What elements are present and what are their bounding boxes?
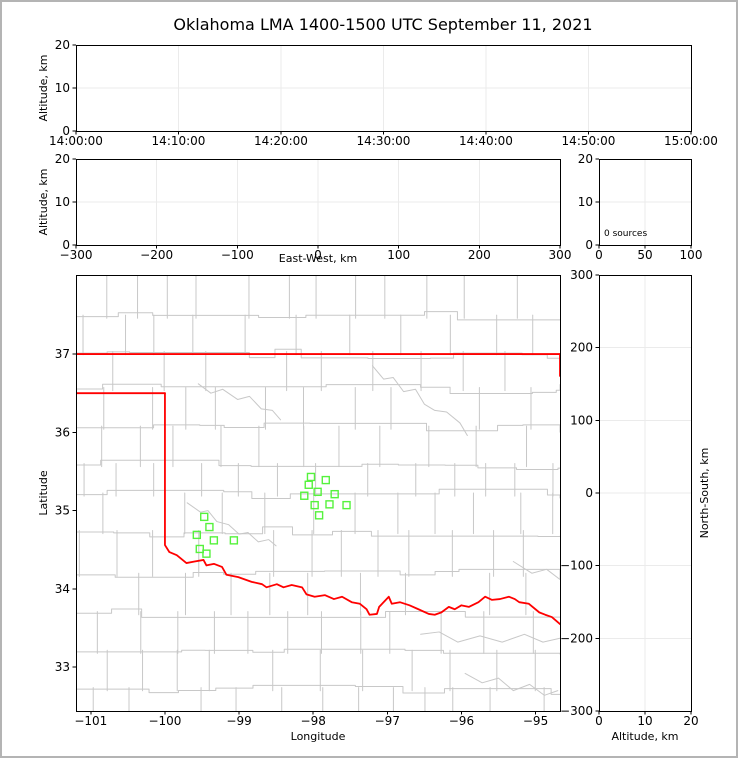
svg-text:20: 20 bbox=[683, 714, 698, 728]
svg-text:37: 37 bbox=[55, 347, 70, 361]
ylabel-latitude: Latitude bbox=[37, 470, 50, 516]
svg-text:10: 10 bbox=[578, 195, 593, 209]
ylabel-altitude-time-panel: Altitude, km bbox=[37, 54, 50, 121]
svg-text:−100: −100 bbox=[560, 559, 593, 573]
axis-ticks: 0 50 100 0 10 20 bbox=[578, 152, 703, 262]
svg-text:20: 20 bbox=[578, 152, 593, 166]
svg-text:−300: −300 bbox=[60, 248, 93, 262]
svg-text:0: 0 bbox=[314, 248, 322, 262]
source-marker bbox=[195, 544, 204, 554]
axis-ticks: 14:00:00 14:10:00 14:20:00 14:30:00 14:40:00… bbox=[49, 38, 718, 148]
gridlines bbox=[76, 45, 691, 131]
source-marker bbox=[202, 549, 211, 558]
gridlines bbox=[599, 159, 691, 245]
panel-altitude-histogram: 0 50 100 0 10 20 bbox=[578, 152, 703, 262]
source-marker bbox=[306, 472, 316, 482]
svg-text:0: 0 bbox=[595, 714, 603, 728]
svg-text:200: 200 bbox=[570, 341, 593, 355]
svg-text:100: 100 bbox=[570, 413, 593, 427]
svg-text:14:00:00: 14:00:00 bbox=[49, 134, 103, 148]
svg-text:−100: −100 bbox=[221, 248, 254, 262]
figure-title: Oklahoma LMA 1400-1500 UTC September 11,… bbox=[173, 15, 592, 34]
county-lines bbox=[76, 275, 560, 711]
source-marker bbox=[304, 480, 313, 489]
svg-text:0: 0 bbox=[595, 248, 603, 262]
panel-north-south-vs-altitude: 0 10 20 −300 −200 −100 0 100 200 300 bbox=[560, 268, 699, 728]
svg-text:0: 0 bbox=[585, 238, 593, 252]
chart-layer: 14:00:00 14:10:00 14:20:00 14:30:00 14:40:00… bbox=[49, 38, 718, 728]
panel-plan-view-map: −101 −100 −99 −98 −97 −96 −95 33 34 35 36 37 bbox=[55, 275, 561, 728]
svg-text:14:40:00: 14:40:00 bbox=[459, 134, 513, 148]
ylabel-north-south: North-South, km bbox=[698, 448, 711, 539]
svg-text:14:50:00: 14:50:00 bbox=[562, 134, 616, 148]
xlabel-altitude-ns-panel: Altitude, km bbox=[611, 730, 678, 743]
svg-text:−98: −98 bbox=[301, 714, 326, 728]
svg-text:14:30:00: 14:30:00 bbox=[357, 134, 411, 148]
svg-text:−200: −200 bbox=[140, 248, 173, 262]
state-border bbox=[76, 353, 560, 626]
source-marker bbox=[330, 489, 339, 499]
xlabel-east-west: East-West, km bbox=[279, 252, 357, 265]
svg-text:−200: −200 bbox=[560, 631, 593, 645]
source-marker bbox=[205, 522, 214, 532]
river-lines bbox=[186, 365, 560, 696]
source-marker bbox=[300, 491, 309, 500]
svg-text:35: 35 bbox=[55, 504, 70, 518]
source-marker bbox=[229, 536, 239, 545]
ylabel-altitude-eastwest-panel: Altitude, km bbox=[37, 168, 50, 235]
svg-text:36: 36 bbox=[55, 425, 70, 439]
svg-text:10: 10 bbox=[637, 714, 652, 728]
svg-text:0: 0 bbox=[62, 238, 70, 252]
panel-frame bbox=[76, 275, 561, 712]
svg-text:300: 300 bbox=[549, 248, 572, 262]
svg-text:20: 20 bbox=[55, 38, 70, 52]
svg-text:50: 50 bbox=[637, 248, 652, 262]
svg-text:−99: −99 bbox=[226, 714, 251, 728]
svg-text:100: 100 bbox=[680, 248, 703, 262]
panel-altitude-vs-east-west: −300 −200 −100 0 100 200 300 0 10 20 bbox=[55, 152, 572, 262]
svg-text:−96: −96 bbox=[449, 714, 474, 728]
gridlines bbox=[76, 159, 560, 245]
source-marker bbox=[314, 511, 324, 520]
source-marker bbox=[313, 487, 322, 497]
xlabel-longitude: Longitude bbox=[291, 730, 346, 743]
svg-text:10: 10 bbox=[55, 195, 70, 209]
gridlines bbox=[599, 275, 691, 711]
svg-text:−300: −300 bbox=[560, 704, 593, 718]
svg-text:−95: −95 bbox=[523, 714, 548, 728]
source-markers bbox=[192, 472, 351, 558]
source-marker bbox=[321, 475, 330, 485]
svg-text:34: 34 bbox=[55, 582, 70, 596]
source-marker bbox=[310, 500, 319, 510]
axis-ticks: −101 −100 −99 −98 −97 −96 −95 33 34 35 36 37 bbox=[55, 347, 548, 728]
source-count-annotation: 0 sources bbox=[604, 229, 647, 239]
svg-text:15:00:00: 15:00:00 bbox=[664, 134, 718, 148]
svg-text:200: 200 bbox=[468, 248, 491, 262]
axis-ticks: 0 10 20 −300 −200 −100 0 100 200 300 bbox=[560, 268, 699, 728]
svg-text:100: 100 bbox=[387, 248, 410, 262]
svg-text:10: 10 bbox=[55, 81, 70, 95]
source-marker bbox=[342, 500, 351, 510]
svg-text:−100: −100 bbox=[148, 714, 181, 728]
axis-ticks: −300 −200 −100 0 100 200 300 0 10 20 bbox=[55, 152, 572, 262]
source-marker bbox=[325, 500, 334, 509]
svg-text:0: 0 bbox=[585, 486, 593, 500]
source-marker bbox=[200, 512, 209, 522]
svg-text:−97: −97 bbox=[375, 714, 400, 728]
svg-text:−101: −101 bbox=[74, 714, 107, 728]
svg-text:0: 0 bbox=[62, 124, 70, 138]
source-marker bbox=[192, 530, 202, 540]
source-marker bbox=[209, 536, 219, 545]
svg-text:300: 300 bbox=[570, 268, 593, 282]
svg-text:14:10:00: 14:10:00 bbox=[152, 134, 206, 148]
map-layers bbox=[76, 275, 560, 711]
svg-text:20: 20 bbox=[55, 152, 70, 166]
svg-text:33: 33 bbox=[55, 660, 70, 674]
panel-altitude-vs-time: 14:00:00 14:10:00 14:20:00 14:30:00 14:40:00… bbox=[49, 38, 718, 148]
svg-text:14:20:00: 14:20:00 bbox=[254, 134, 308, 148]
